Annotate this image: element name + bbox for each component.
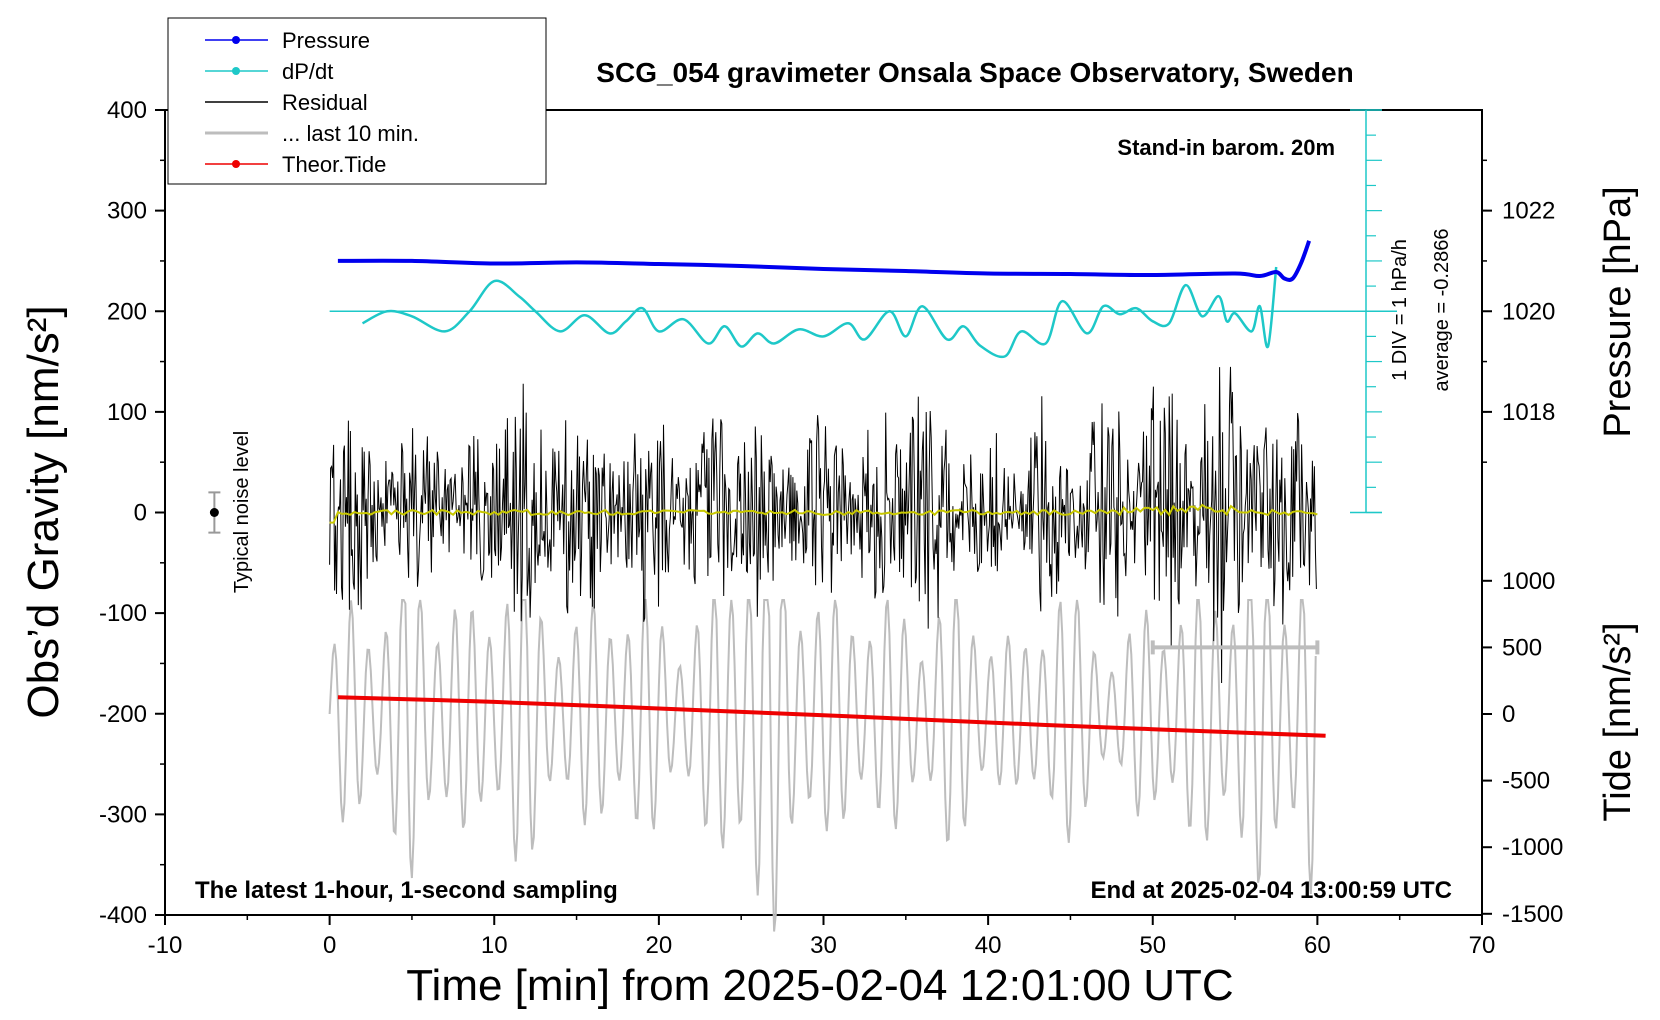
x-tick-label: 70 — [1469, 932, 1496, 959]
tide-tick-label: -1500 — [1502, 901, 1563, 928]
end-note: End at 2025-02-04 13:00:59 UTC — [1091, 877, 1453, 904]
noise-label: Typical noise level — [231, 431, 253, 593]
residual-smoothed-series — [329, 503, 1318, 524]
noise-point — [209, 508, 219, 517]
y-tick-label: 300 — [107, 198, 147, 225]
x-tick-label: 30 — [810, 932, 837, 959]
tide-axis-ticks: 1000 500 0 -500 -1000 -1500 — [1482, 568, 1563, 928]
legend-marker — [232, 67, 240, 75]
y-axis-title-pressure: Pressure [hPa] — [1597, 186, 1639, 437]
legend-label: Residual — [282, 90, 368, 115]
pressure-series — [337, 240, 1311, 282]
legend-label: Theor.Tide — [282, 152, 386, 177]
dpdt-line — [361, 266, 1278, 359]
barometer-note: Stand-in barom. 20m — [1117, 135, 1335, 160]
x-tick-label: -10 — [148, 932, 183, 959]
y-tick-label: 400 — [107, 97, 147, 124]
dpdt-series — [361, 266, 1278, 359]
pressure-line — [337, 240, 1311, 282]
last10min-bar — [1150, 640, 1320, 655]
residual-smoothed-line — [329, 503, 1318, 524]
legend: Pressure dP/dt Residual ... last 10 min. The… — [205, 28, 419, 177]
x-tick-label: 50 — [1139, 932, 1166, 959]
last10min-line — [328, 599, 1317, 932]
x-tick-label: 0 — [323, 932, 336, 959]
x-tick-label: 10 — [481, 932, 508, 959]
dpdt-average-label: average = -0.2866 — [1431, 229, 1453, 392]
legend-label: ... last 10 min. — [282, 121, 419, 146]
x-tick-label: 20 — [646, 932, 673, 959]
dpdt-scale-label: 1 DIV = 1 hPa/h — [1389, 239, 1411, 381]
pressure-tick-label: 1018 — [1502, 399, 1555, 426]
tide-tick-label: -1000 — [1502, 834, 1563, 861]
y-tick-label: -400 — [99, 902, 147, 929]
theor-tide-series — [337, 695, 1326, 738]
legend-label: dP/dt — [282, 59, 333, 84]
legend-box — [167, 17, 547, 185]
tide-tick-label: 0 — [1502, 701, 1515, 728]
y-tick-label: 100 — [107, 399, 147, 426]
noise-level-marker — [208, 491, 221, 534]
last10min-series — [328, 599, 1317, 932]
tide-tick-label: 1000 — [1502, 568, 1555, 595]
pressure-tick-label: 1020 — [1502, 298, 1555, 325]
pressure-tick-label: 1022 — [1502, 198, 1555, 225]
x-axis-ticks: -10 0 10 20 30 40 50 60 70 — [148, 915, 1496, 959]
residual-series — [329, 366, 1317, 684]
tide-tick-label: -500 — [1502, 768, 1550, 795]
y-tick-label: -300 — [99, 801, 147, 828]
y-axis-ticks: 400 300 200 100 0 -100 -200 -300 -400 — [99, 97, 165, 929]
x-axis-title: Time [min] from 2025-02-04 12:01:00 UTC — [406, 961, 1233, 1010]
latest-note: The latest 1-hour, 1-second sampling — [195, 877, 618, 904]
theor-tide-line — [337, 695, 1326, 738]
y-tick-label: 200 — [107, 298, 147, 325]
chart-title: SCG_054 gravimeter Onsala Space Observat… — [596, 57, 1353, 88]
legend-label: Pressure — [282, 28, 370, 53]
y-axis-title-left: Obs’d Gravity [nm/s²] — [19, 305, 68, 718]
y-tick-label: 0 — [134, 500, 147, 527]
x-tick-label: 60 — [1304, 932, 1331, 959]
tide-tick-label: 500 — [1502, 634, 1542, 661]
residual-line — [329, 366, 1317, 684]
dpdt-scale-axis — [329, 109, 1397, 514]
x-tick-label: 40 — [975, 932, 1002, 959]
y-tick-label: -100 — [99, 600, 147, 627]
y-tick-label: -200 — [99, 701, 147, 728]
y-axis-title-tide: Tide [nm/s²] — [1597, 622, 1639, 821]
legend-marker — [232, 160, 240, 168]
pressure-axis-ticks: 1022 1020 1018 — [1482, 159, 1555, 463]
legend-marker — [232, 36, 240, 44]
